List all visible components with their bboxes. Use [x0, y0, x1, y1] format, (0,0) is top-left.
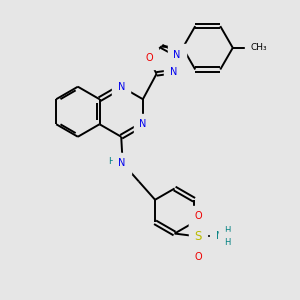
Text: N: N: [118, 158, 125, 168]
Text: N: N: [170, 67, 177, 76]
Text: N: N: [118, 82, 125, 92]
Text: N: N: [139, 119, 147, 129]
Text: H: H: [224, 238, 231, 247]
Text: S: S: [194, 230, 202, 243]
Text: O: O: [145, 53, 153, 63]
Text: N: N: [216, 231, 223, 241]
Text: O: O: [195, 251, 202, 262]
Text: N: N: [173, 50, 180, 59]
Text: H: H: [108, 157, 115, 166]
Text: CH₃: CH₃: [250, 43, 267, 52]
Text: H: H: [224, 226, 231, 235]
Text: O: O: [195, 212, 202, 221]
